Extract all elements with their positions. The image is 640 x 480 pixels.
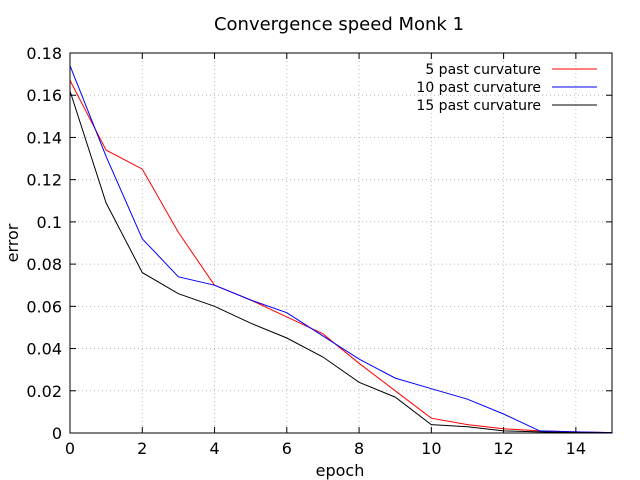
x-tick-label: 12 <box>493 439 513 458</box>
y-tick-labels: 0 0.02 0.04 0.06 0.08 0.1 0.12 0.14 0.16 0.18 <box>26 44 62 443</box>
series-layer <box>69 65 613 434</box>
grid <box>70 53 612 433</box>
y-tick-label: 0.06 <box>26 297 62 316</box>
legend: 5 past curvature 10 past curvature 15 past… <box>416 62 597 114</box>
y-tick-label: 0.16 <box>26 86 62 105</box>
plot-frame <box>69 52 613 434</box>
x-tick-label: 8 <box>354 439 364 458</box>
tick-marks <box>69 52 612 434</box>
legend-label: 15 past curvature <box>416 98 541 114</box>
x-tick-labels: 0 2 4 6 8 10 12 14 <box>65 439 586 458</box>
y-tick-label: 0.14 <box>26 128 62 147</box>
chart-title: Convergence speed Monk 1 <box>214 14 464 35</box>
y-tick-label: 0.08 <box>26 255 62 274</box>
y-tick-label: 0.04 <box>26 340 62 359</box>
y-axis-label: error <box>3 223 22 262</box>
series-line <box>69 90 613 434</box>
legend-label: 10 past curvature <box>416 80 541 96</box>
series-line <box>69 65 613 434</box>
x-tick-label: 4 <box>209 439 219 458</box>
y-tick-label: 0.12 <box>26 171 62 190</box>
y-tick-label: 0 <box>52 424 62 443</box>
x-tick-label: 6 <box>282 439 292 458</box>
x-tick-label: 14 <box>566 439 586 458</box>
legend-label: 5 past curvature <box>425 62 541 78</box>
x-tick-label: 10 <box>421 439 441 458</box>
series-line <box>69 80 613 434</box>
y-tick-label: 0.1 <box>37 213 62 232</box>
y-tick-label: 0.02 <box>26 382 62 401</box>
x-tick-label: 0 <box>65 439 75 458</box>
x-tick-label: 2 <box>137 439 147 458</box>
x-axis-label: epoch <box>316 461 365 480</box>
y-tick-label: 0.18 <box>26 44 62 63</box>
